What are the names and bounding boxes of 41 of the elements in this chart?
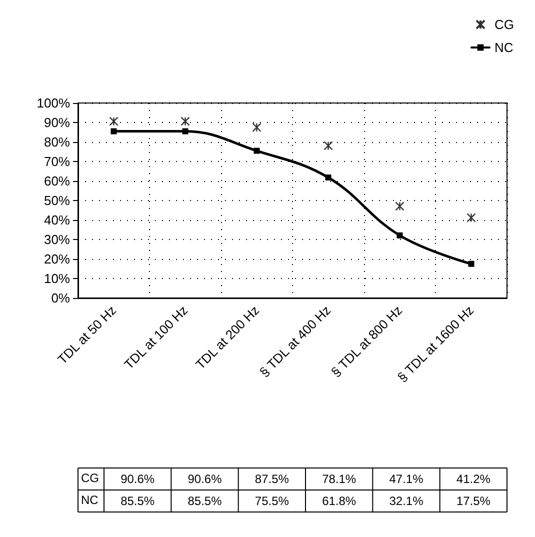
point	[109, 116, 118, 126]
text: CG	[81, 471, 99, 485]
text: NC	[81, 493, 98, 507]
data-label: 47.1%	[389, 472, 424, 486]
point	[466, 213, 476, 222]
point	[396, 232, 403, 238]
point	[182, 128, 188, 134]
point	[110, 128, 117, 134]
point	[252, 122, 262, 132]
legend-label: CG	[494, 17, 514, 32]
data-label: 75.5%	[254, 494, 290, 508]
data-label: 61.8%	[322, 494, 356, 508]
point	[180, 116, 190, 126]
data-label: 41.2%	[456, 472, 491, 486]
y-tick-label: 80%	[44, 134, 70, 150]
y-tick-label: 0%	[51, 290, 70, 306]
point	[468, 260, 474, 267]
y-tick-label: 100%	[36, 96, 70, 110]
y-tick-label: 70%	[44, 154, 70, 169]
legend-label: NC	[494, 40, 514, 55]
data-label: 87.5%	[254, 472, 290, 486]
y-tick-label: 20%	[44, 252, 70, 266]
y-tick-label: 40%	[44, 212, 70, 228]
y-tick-label: 30%	[44, 232, 70, 247]
data-label: 90.6%	[120, 472, 155, 486]
data-label: 90.6%	[188, 472, 222, 486]
point	[325, 174, 332, 180]
y-tick-label: 10%	[44, 271, 70, 286]
data-label: 17.5%	[456, 494, 491, 508]
point	[254, 148, 260, 154]
y-tick-label: 50%	[44, 193, 70, 208]
data-label: 78.1%	[322, 472, 356, 486]
data-label: 85.5%	[120, 494, 155, 508]
x-tick-label: TDL at 100 Hz	[121, 302, 191, 372]
data-label: 32.1%	[389, 494, 424, 508]
x-tick-label: TDL at 50 Hz	[54, 302, 120, 368]
point	[324, 141, 333, 150]
data-label: 85.5%	[188, 494, 222, 508]
point	[395, 202, 404, 211]
y-tick-label: 60%	[44, 174, 70, 188]
y-tick-label: 90%	[44, 115, 70, 130]
